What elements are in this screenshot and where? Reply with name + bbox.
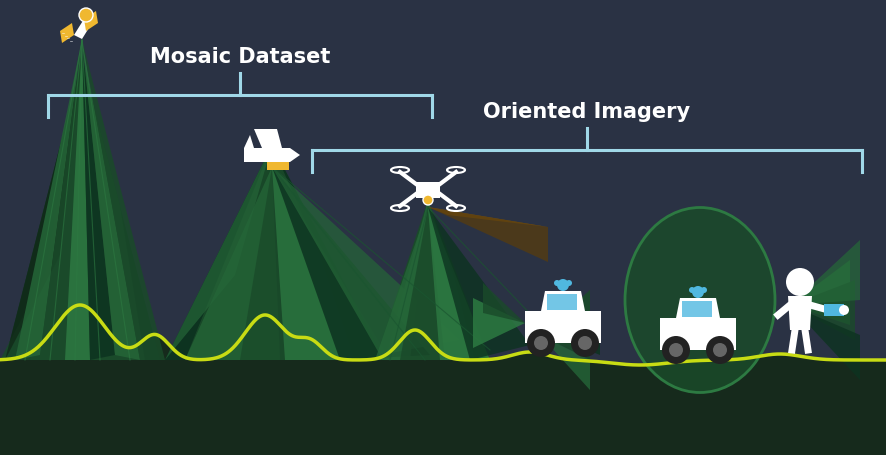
Polygon shape — [789, 305, 859, 380]
Circle shape — [571, 329, 598, 357]
Circle shape — [712, 343, 727, 357]
Circle shape — [785, 268, 813, 296]
Circle shape — [423, 195, 432, 205]
Polygon shape — [244, 135, 253, 148]
Bar — [547, 294, 577, 310]
Circle shape — [578, 336, 591, 350]
Polygon shape — [244, 148, 299, 162]
Polygon shape — [253, 129, 282, 148]
Ellipse shape — [625, 207, 774, 393]
Polygon shape — [675, 298, 719, 318]
Polygon shape — [240, 167, 339, 360]
Polygon shape — [428, 207, 548, 227]
Polygon shape — [472, 298, 525, 348]
Polygon shape — [185, 145, 354, 360]
Polygon shape — [272, 167, 460, 355]
Polygon shape — [375, 200, 489, 360]
Circle shape — [668, 343, 682, 357]
Circle shape — [556, 279, 568, 291]
Polygon shape — [659, 318, 735, 350]
Polygon shape — [549, 315, 599, 355]
Polygon shape — [5, 60, 159, 360]
Circle shape — [565, 280, 571, 286]
Polygon shape — [84, 11, 97, 31]
Polygon shape — [789, 240, 859, 305]
Polygon shape — [15, 40, 82, 360]
Polygon shape — [82, 40, 165, 360]
Polygon shape — [185, 167, 280, 360]
Polygon shape — [400, 207, 445, 360]
Polygon shape — [428, 207, 489, 360]
Text: Mosaic Dataset: Mosaic Dataset — [150, 47, 330, 67]
Polygon shape — [540, 290, 589, 360]
Polygon shape — [428, 207, 548, 262]
Polygon shape — [385, 200, 475, 360]
Polygon shape — [82, 40, 115, 360]
Circle shape — [838, 305, 848, 315]
Bar — [823, 304, 843, 316]
Bar — [267, 162, 289, 170]
Circle shape — [533, 336, 548, 350]
Polygon shape — [74, 19, 92, 39]
Polygon shape — [428, 207, 530, 360]
Circle shape — [691, 286, 703, 298]
Circle shape — [554, 280, 559, 286]
Polygon shape — [82, 40, 140, 360]
Polygon shape — [272, 167, 390, 360]
Polygon shape — [540, 291, 585, 311]
Polygon shape — [789, 280, 854, 340]
Text: Oriented Imagery: Oriented Imagery — [483, 102, 690, 122]
Polygon shape — [272, 167, 430, 360]
Polygon shape — [165, 145, 272, 360]
Circle shape — [661, 336, 689, 364]
Polygon shape — [789, 260, 849, 325]
Polygon shape — [65, 40, 89, 360]
Circle shape — [700, 287, 706, 293]
Polygon shape — [540, 335, 589, 390]
Polygon shape — [165, 145, 385, 360]
Polygon shape — [483, 283, 525, 323]
Polygon shape — [0, 275, 89, 360]
Circle shape — [526, 329, 555, 357]
Bar — [681, 301, 711, 317]
Polygon shape — [30, 60, 144, 360]
Polygon shape — [787, 296, 811, 330]
Polygon shape — [60, 23, 74, 43]
Bar — [416, 182, 439, 198]
Polygon shape — [525, 311, 601, 343]
Polygon shape — [40, 40, 82, 360]
Circle shape — [688, 287, 695, 293]
Polygon shape — [375, 207, 428, 360]
Circle shape — [79, 8, 93, 22]
Polygon shape — [5, 60, 82, 360]
Circle shape — [705, 336, 734, 364]
